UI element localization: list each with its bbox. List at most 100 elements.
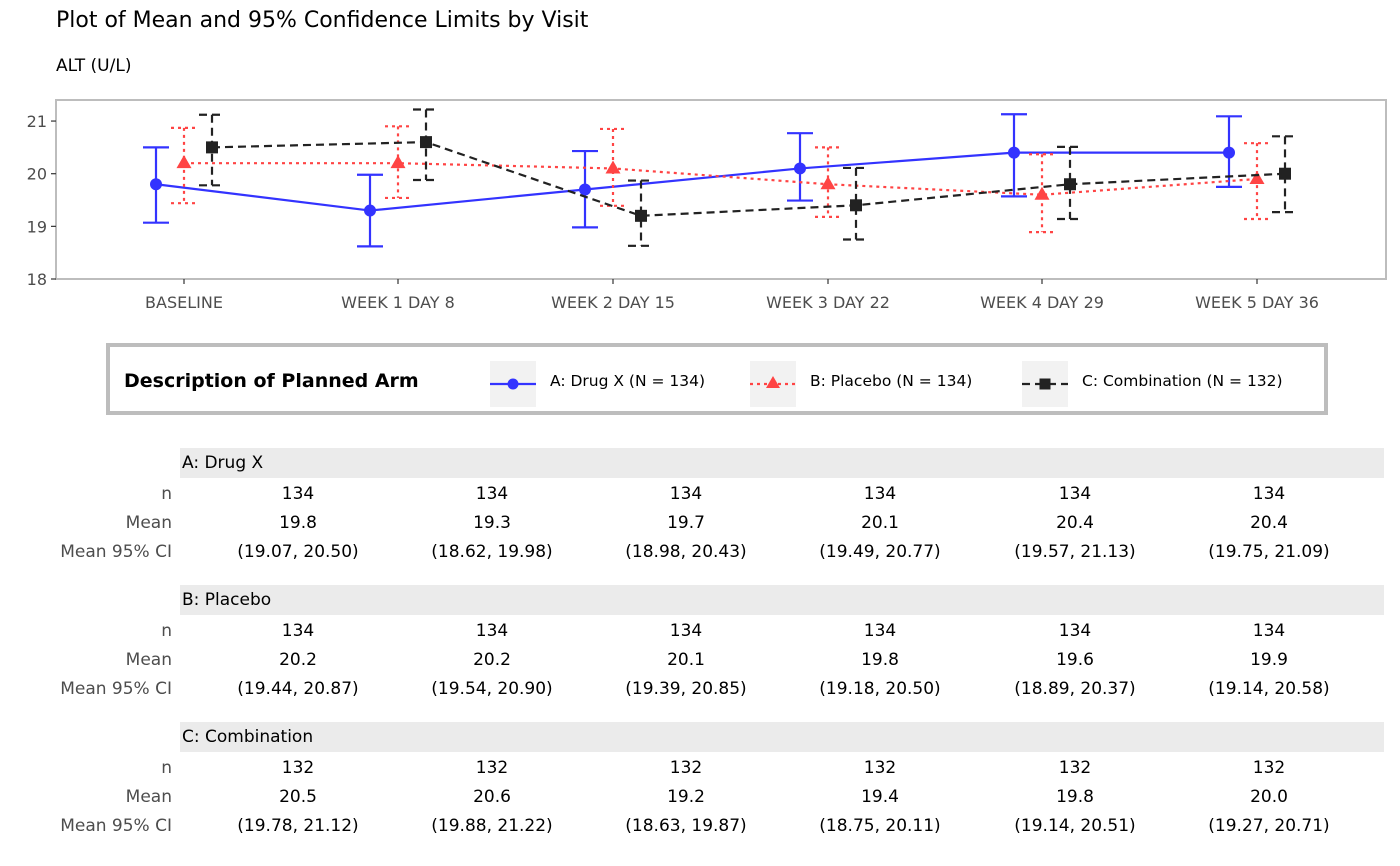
table-cell: 134: [1252, 621, 1286, 641]
table-cell: 134: [863, 621, 897, 641]
legend-key-combination: [1022, 361, 1068, 407]
table-cell: 134: [1058, 621, 1092, 641]
series-line-drug-x: [155, 151, 1229, 212]
table-cell: 20.1: [667, 650, 705, 670]
table-cell: 20.2: [279, 650, 317, 670]
y-tick-label: 21: [27, 112, 47, 131]
table-cell: 132: [669, 758, 703, 778]
point-placebo: [820, 176, 836, 190]
table-cell: (19.18, 20.50): [819, 679, 941, 699]
plot-panel-border: [55, 99, 1387, 280]
table-cell: (19.14, 20.51): [1014, 816, 1136, 836]
table-cell: 132: [1252, 758, 1286, 778]
chart-title: Plot of Mean and 95% Confidence Limits b…: [56, 8, 589, 33]
table-cell: (19.78, 21.12): [237, 816, 359, 836]
table-cell: 134: [475, 484, 509, 504]
table-row-label: n: [161, 484, 172, 504]
table-group-header: A: Drug X: [180, 448, 1384, 478]
point-combination: [1064, 178, 1076, 191]
table-cell: 134: [1252, 484, 1286, 504]
table-group-header: B: Placebo: [180, 585, 1384, 615]
table-cell: 134: [669, 484, 703, 504]
point-placebo: [1034, 186, 1050, 200]
table-cell: (18.89, 20.37): [1014, 679, 1136, 699]
table-cell: 19.8: [279, 513, 317, 533]
table-cell: (18.98, 20.43): [625, 542, 747, 562]
table-cell: 134: [281, 621, 315, 641]
legend-key-drug-x: [490, 361, 536, 407]
x-tick-label: BASELINE: [145, 293, 223, 312]
table-cell: (19.88, 21.22): [431, 816, 553, 836]
point-drug-x: [150, 178, 162, 191]
chart-subtitle: ALT (U/L): [56, 56, 132, 76]
table-cell: 20.1: [861, 513, 899, 533]
table-cell: 132: [1058, 758, 1092, 778]
y-tick-label: 20: [27, 165, 47, 184]
table-cell: (19.54, 20.90): [431, 679, 553, 699]
table-cell: 134: [281, 484, 315, 504]
table-cell: (19.75, 21.09): [1208, 542, 1330, 562]
table-cell: 20.4: [1250, 513, 1288, 533]
x-tick-label: WEEK 3 DAY 22: [766, 293, 890, 312]
table-row-label: Mean 95% CI: [60, 816, 172, 836]
point-combination: [850, 199, 862, 212]
legend-key-placebo: [750, 361, 796, 407]
point-drug-x: [579, 183, 591, 196]
table-cell: 20.4: [1056, 513, 1094, 533]
point-placebo: [605, 160, 621, 174]
series-line-placebo: [184, 162, 1258, 196]
table-cell: (19.14, 20.58): [1208, 679, 1330, 699]
table-row-label: Mean: [125, 650, 172, 670]
table-cell: 19.4: [861, 787, 899, 807]
table-row-label: Mean: [125, 513, 172, 533]
table-cell: 19.8: [861, 650, 899, 670]
table-row-label: n: [161, 758, 172, 778]
table-row-label: n: [161, 621, 172, 641]
point-drug-x: [794, 162, 806, 175]
table-cell: 19.3: [473, 513, 511, 533]
series-line-combination: [211, 141, 1286, 217]
table-cell: 132: [475, 758, 509, 778]
x-tick-label: WEEK 1 DAY 8: [341, 293, 455, 312]
table-cell: 132: [863, 758, 897, 778]
table-cell: (19.57, 21.13): [1014, 542, 1136, 562]
chart-plot: 18 19 20 21 BASELINE WEEK 1 DAY 8 WEEK 2 DAY 1…: [27, 99, 1387, 312]
table-cell: (18.62, 19.98): [431, 542, 553, 562]
table-row-label: Mean 95% CI: [60, 679, 172, 699]
y-tick-label: 18: [27, 270, 47, 289]
y-tick-label: 19: [27, 217, 47, 236]
table-cell: (18.63, 19.87): [625, 816, 747, 836]
legend: Description of Planned Arm A: Drug X (N …: [106, 343, 1328, 415]
point-drug-x: [1008, 146, 1020, 159]
point-drug-x: [1223, 146, 1235, 159]
table-cell: (18.75, 20.11): [819, 816, 941, 836]
legend-label-drug-x: A: Drug X (N = 134): [550, 372, 706, 390]
table-cell: 20.6: [473, 787, 511, 807]
point-combination: [1279, 167, 1291, 180]
table-group-header: C: Combination: [180, 722, 1384, 752]
table-row-label: Mean 95% CI: [60, 542, 172, 562]
x-tick-label: WEEK 4 DAY 29: [980, 293, 1104, 312]
legend-label-placebo: B: Placebo (N = 134): [810, 372, 973, 390]
table-cell: 19.2: [667, 787, 705, 807]
x-tick-label: WEEK 5 DAY 36: [1195, 293, 1319, 312]
legend-title: Description of Planned Arm: [124, 370, 419, 392]
table-cell: 20.0: [1250, 787, 1288, 807]
table-row-label: Mean: [125, 787, 172, 807]
table-cell: (19.39, 20.85): [625, 679, 747, 699]
table-cell: 19.8: [1056, 787, 1094, 807]
table-cell: 19.6: [1056, 650, 1094, 670]
point-combination: [635, 209, 647, 222]
table-cell: (19.49, 20.77): [819, 542, 941, 562]
x-tick-label: WEEK 2 DAY 15: [551, 293, 675, 312]
table-cell: 20.5: [279, 787, 317, 807]
table-cell: 134: [475, 621, 509, 641]
table-cell: 134: [863, 484, 897, 504]
table-cell: (19.44, 20.87): [237, 679, 359, 699]
table-cell: (19.07, 20.50): [237, 542, 359, 562]
table-cell: 19.9: [1250, 650, 1288, 670]
point-combination: [420, 136, 432, 149]
table-cell: 134: [1058, 484, 1092, 504]
table-cell: (19.27, 20.71): [1208, 816, 1330, 836]
table-cell: 134: [669, 621, 703, 641]
